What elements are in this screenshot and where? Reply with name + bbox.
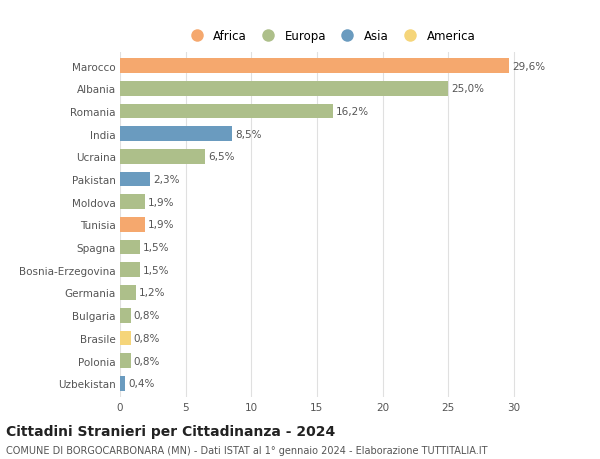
- Text: 1,5%: 1,5%: [143, 242, 169, 252]
- Text: 25,0%: 25,0%: [451, 84, 484, 94]
- Text: 16,2%: 16,2%: [336, 106, 369, 117]
- Text: 0,8%: 0,8%: [134, 356, 160, 366]
- Bar: [120, 331, 131, 346]
- Bar: [120, 353, 131, 368]
- Text: 1,9%: 1,9%: [148, 197, 175, 207]
- Bar: [120, 240, 140, 255]
- Bar: [120, 104, 332, 119]
- Bar: [120, 150, 205, 164]
- Text: 1,2%: 1,2%: [139, 288, 166, 298]
- Bar: [120, 127, 232, 142]
- Text: 1,5%: 1,5%: [143, 265, 169, 275]
- Text: 0,8%: 0,8%: [134, 333, 160, 343]
- Bar: [120, 285, 136, 300]
- Bar: [120, 59, 509, 74]
- Bar: [120, 376, 125, 391]
- Text: 1,9%: 1,9%: [148, 220, 175, 230]
- Bar: [120, 82, 448, 96]
- Text: Cittadini Stranieri per Cittadinanza - 2024: Cittadini Stranieri per Cittadinanza - 2…: [6, 425, 335, 438]
- Bar: [120, 195, 145, 210]
- Text: 8,5%: 8,5%: [235, 129, 262, 140]
- Bar: [120, 308, 131, 323]
- Bar: [120, 172, 150, 187]
- Text: COMUNE DI BORGOCARBONARA (MN) - Dati ISTAT al 1° gennaio 2024 - Elaborazione TUT: COMUNE DI BORGOCARBONARA (MN) - Dati IST…: [6, 445, 487, 455]
- Bar: [120, 263, 140, 278]
- Text: 0,4%: 0,4%: [128, 379, 155, 388]
- Text: 0,8%: 0,8%: [134, 310, 160, 320]
- Legend: Africa, Europa, Asia, America: Africa, Europa, Asia, America: [182, 28, 478, 45]
- Text: 6,5%: 6,5%: [209, 152, 235, 162]
- Text: 29,6%: 29,6%: [512, 62, 545, 71]
- Text: 2,3%: 2,3%: [154, 174, 180, 185]
- Bar: [120, 218, 145, 232]
